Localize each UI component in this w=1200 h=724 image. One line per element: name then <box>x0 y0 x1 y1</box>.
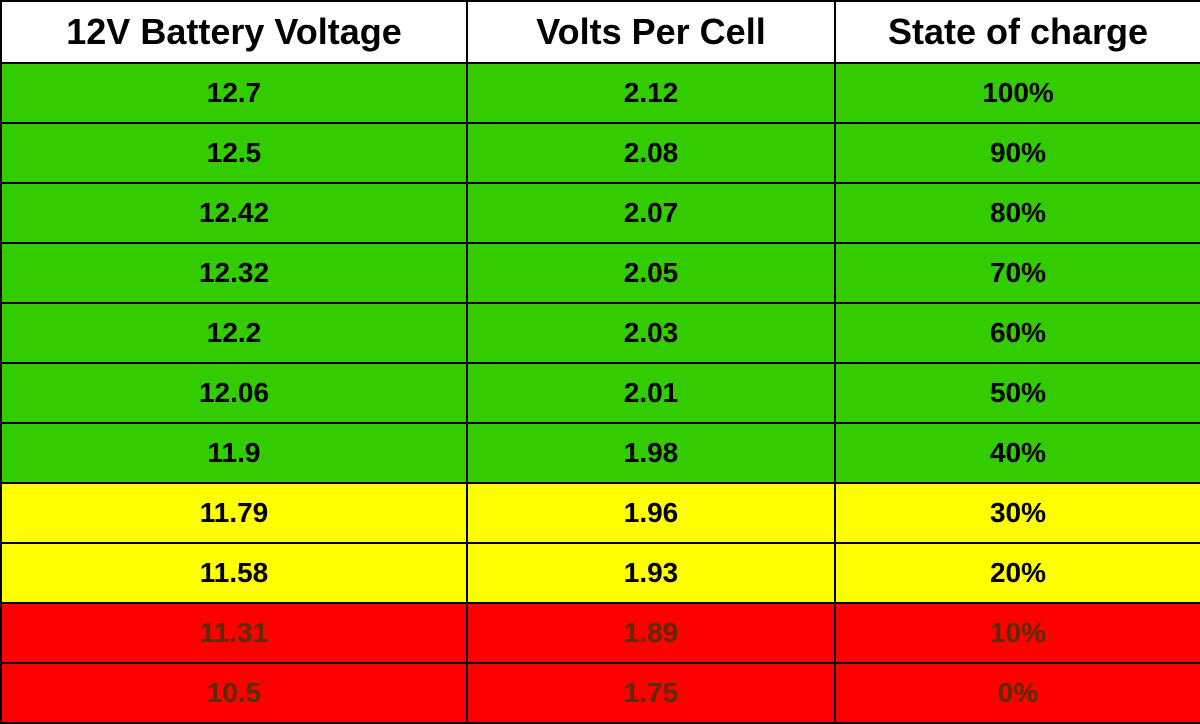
cell-soc: 70% <box>835 243 1200 303</box>
cell-voltage: 12.32 <box>1 243 467 303</box>
table-header: 12V Battery Voltage Volts Per Cell State… <box>1 1 1200 63</box>
table-body: 12.72.12100%12.52.0890%12.422.0780%12.32… <box>1 63 1200 723</box>
cell-soc: 90% <box>835 123 1200 183</box>
table-row: 11.91.9840% <box>1 423 1200 483</box>
cell-voltage: 10.5 <box>1 663 467 723</box>
cell-vpc: 2.08 <box>467 123 835 183</box>
cell-soc: 20% <box>835 543 1200 603</box>
cell-soc: 0% <box>835 663 1200 723</box>
cell-vpc: 2.07 <box>467 183 835 243</box>
cell-vpc: 1.89 <box>467 603 835 663</box>
table-row: 12.322.0570% <box>1 243 1200 303</box>
table-row: 12.72.12100% <box>1 63 1200 123</box>
battery-voltage-table: 12V Battery Voltage Volts Per Cell State… <box>0 0 1200 724</box>
cell-vpc: 1.96 <box>467 483 835 543</box>
cell-vpc: 2.12 <box>467 63 835 123</box>
cell-voltage: 12.06 <box>1 363 467 423</box>
table-row: 10.51.750% <box>1 663 1200 723</box>
table-row: 12.422.0780% <box>1 183 1200 243</box>
cell-soc: 60% <box>835 303 1200 363</box>
cell-voltage: 11.79 <box>1 483 467 543</box>
cell-voltage: 12.5 <box>1 123 467 183</box>
cell-voltage: 12.2 <box>1 303 467 363</box>
cell-soc: 40% <box>835 423 1200 483</box>
table-header-row: 12V Battery Voltage Volts Per Cell State… <box>1 1 1200 63</box>
cell-vpc: 1.98 <box>467 423 835 483</box>
cell-vpc: 1.75 <box>467 663 835 723</box>
cell-soc: 30% <box>835 483 1200 543</box>
column-header-soc: State of charge <box>835 1 1200 63</box>
cell-soc: 100% <box>835 63 1200 123</box>
table-row: 11.581.9320% <box>1 543 1200 603</box>
table-row: 11.791.9630% <box>1 483 1200 543</box>
table-row: 12.062.0150% <box>1 363 1200 423</box>
cell-soc: 10% <box>835 603 1200 663</box>
cell-voltage: 11.58 <box>1 543 467 603</box>
cell-vpc: 1.93 <box>467 543 835 603</box>
column-header-vpc: Volts Per Cell <box>467 1 835 63</box>
table-row: 12.22.0360% <box>1 303 1200 363</box>
cell-vpc: 2.01 <box>467 363 835 423</box>
cell-soc: 50% <box>835 363 1200 423</box>
cell-soc: 80% <box>835 183 1200 243</box>
table-row: 12.52.0890% <box>1 123 1200 183</box>
cell-voltage: 12.7 <box>1 63 467 123</box>
cell-voltage: 11.31 <box>1 603 467 663</box>
cell-vpc: 2.05 <box>467 243 835 303</box>
cell-voltage: 11.9 <box>1 423 467 483</box>
column-header-voltage: 12V Battery Voltage <box>1 1 467 63</box>
cell-voltage: 12.42 <box>1 183 467 243</box>
cell-vpc: 2.03 <box>467 303 835 363</box>
table-row: 11.311.8910% <box>1 603 1200 663</box>
